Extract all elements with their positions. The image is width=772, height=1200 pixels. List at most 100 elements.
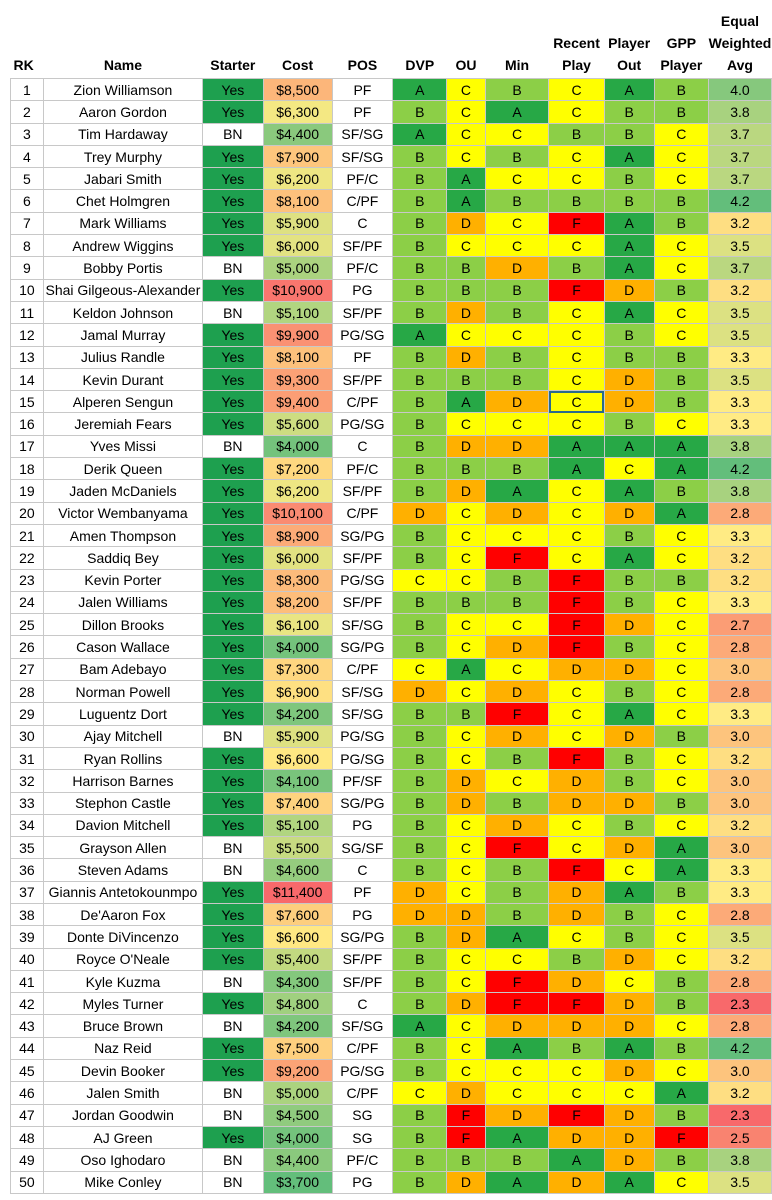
cell-gpp-player[interactable]: B [653, 100, 709, 124]
cell-starter[interactable]: BN [202, 969, 264, 994]
cell-name[interactable]: Royce O'Neale [42, 947, 204, 971]
cell-avg[interactable]: 3.2 [707, 746, 772, 771]
cell-player-out[interactable]: C [603, 457, 655, 481]
cell-cost[interactable]: $4,200 [262, 1014, 333, 1038]
header-dvp[interactable]: DVP [392, 10, 447, 79]
cell-recent-play[interactable]: B [548, 122, 605, 146]
cell-gpp-player[interactable]: B [653, 189, 709, 213]
cell-starter[interactable]: BN [202, 724, 264, 748]
cell-recent-play[interactable]: F [548, 613, 605, 637]
cell-player-out[interactable]: B [603, 813, 655, 838]
cell-min[interactable]: C [484, 412, 550, 436]
cell-rk[interactable]: 28 [10, 680, 44, 704]
cell-avg[interactable]: 3.7 [707, 256, 772, 280]
cell-player-out[interactable]: C [603, 969, 655, 994]
cell-dvp[interactable]: A [392, 77, 448, 102]
cell-pos[interactable]: SF/SG [331, 702, 394, 726]
cell-gpp-player[interactable]: B [653, 880, 709, 904]
cell-cost[interactable]: $4,000 [262, 635, 333, 659]
cell-pos[interactable]: PF [331, 77, 394, 102]
cell-min[interactable]: B [484, 1148, 550, 1172]
cell-name[interactable]: Jalen Williams [42, 590, 204, 615]
cell-cost[interactable]: $5,100 [262, 300, 333, 325]
cell-rk[interactable]: 8 [10, 234, 44, 258]
header-cost[interactable]: Cost [263, 10, 333, 79]
cell-avg[interactable]: 3.5 [707, 367, 772, 392]
cell-ou[interactable]: D [446, 1170, 486, 1194]
cell-name[interactable]: Grayson Allen [42, 836, 204, 860]
cell-avg[interactable]: 3.0 [707, 836, 772, 860]
cell-dvp[interactable]: B [392, 836, 448, 860]
cell-cost[interactable]: $4,600 [262, 858, 333, 882]
cell-starter[interactable]: Yes [202, 680, 264, 704]
cell-ou[interactable]: C [446, 947, 486, 971]
cell-recent-play[interactable]: C [548, 412, 605, 436]
cell-pos[interactable]: C/PF [331, 1081, 394, 1105]
cell-ou[interactable]: D [446, 992, 486, 1016]
cell-recent-play[interactable]: D [548, 1125, 605, 1150]
cell-pos[interactable]: SF/PF [331, 947, 394, 971]
cell-recent-play[interactable]: F [548, 1103, 605, 1127]
cell-gpp-player[interactable]: B [653, 1103, 709, 1127]
cell-rk[interactable]: 30 [10, 724, 44, 748]
cell-dvp[interactable]: B [392, 1125, 448, 1150]
cell-avg[interactable]: 3.2 [707, 813, 772, 838]
cell-player-out[interactable]: B [603, 122, 655, 146]
cell-dvp[interactable]: D [392, 501, 448, 525]
cell-dvp[interactable]: B [392, 412, 448, 436]
cell-avg[interactable]: 3.2 [707, 1081, 772, 1105]
cell-min[interactable]: D [484, 1103, 550, 1127]
cell-ou[interactable]: D [446, 925, 486, 949]
cell-name[interactable]: Trey Murphy [42, 144, 204, 169]
cell-pos[interactable]: C [331, 992, 394, 1016]
cell-name[interactable]: Victor Wembanyama [42, 501, 204, 525]
cell-starter[interactable]: Yes [202, 523, 264, 548]
cell-starter[interactable]: Yes [202, 1036, 264, 1061]
cell-rk[interactable]: 35 [10, 836, 44, 860]
cell-player-out[interactable]: B [603, 902, 655, 927]
cell-ou[interactable]: A [446, 167, 486, 191]
cell-avg[interactable]: 2.3 [707, 992, 772, 1016]
cell-ou[interactable]: C [446, 613, 486, 637]
cell-rk[interactable]: 20 [10, 501, 44, 525]
cell-cost[interactable]: $4,000 [262, 1125, 333, 1150]
cell-ou[interactable]: D [446, 769, 486, 793]
cell-cost[interactable]: $8,100 [262, 345, 333, 369]
cell-recent-play[interactable]: D [548, 791, 605, 815]
cell-gpp-player[interactable]: B [653, 278, 709, 302]
cell-cost[interactable]: $4,500 [262, 1103, 333, 1127]
cell-pos[interactable]: SG/SF [331, 836, 394, 860]
cell-pos[interactable]: PG/SG [331, 568, 394, 592]
cell-min[interactable]: C [484, 523, 550, 548]
cell-cost[interactable]: $6,600 [262, 925, 333, 949]
cell-starter[interactable]: BN [202, 836, 264, 860]
cell-pos[interactable]: PG/SG [331, 1059, 394, 1083]
cell-pos[interactable]: SF/PF [331, 234, 394, 258]
cell-cost[interactable]: $8,300 [262, 568, 333, 592]
cell-pos[interactable]: SG [331, 1125, 394, 1150]
cell-min[interactable]: B [484, 189, 550, 213]
cell-starter[interactable]: BN [202, 122, 264, 146]
cell-min[interactable]: B [484, 367, 550, 392]
cell-min[interactable]: D [484, 501, 550, 525]
cell-cost[interactable]: $11,400 [262, 880, 333, 904]
cell-gpp-player[interactable]: C [653, 300, 709, 325]
cell-gpp-player[interactable]: C [653, 256, 709, 280]
cell-pos[interactable]: PG/SG [331, 412, 394, 436]
cell-avg[interactable]: 3.0 [707, 724, 772, 748]
cell-name[interactable]: Amen Thompson [42, 523, 204, 548]
cell-pos[interactable]: PG [331, 902, 394, 927]
cell-name[interactable]: Andrew Wiggins [42, 234, 204, 258]
cell-pos[interactable]: SG/PG [331, 523, 394, 548]
cell-min[interactable]: F [484, 546, 550, 570]
cell-avg[interactable]: 2.8 [707, 680, 772, 704]
cell-rk[interactable]: 5 [10, 167, 44, 191]
cell-starter[interactable]: BN [202, 858, 264, 882]
cell-dvp[interactable]: B [392, 635, 448, 659]
cell-ou[interactable]: B [446, 256, 486, 280]
cell-name[interactable]: Derik Queen [42, 457, 204, 481]
cell-recent-play[interactable]: C [548, 77, 605, 102]
cell-min[interactable]: A [484, 1036, 550, 1061]
cell-dvp[interactable]: B [392, 1170, 448, 1194]
cell-starter[interactable]: Yes [202, 345, 264, 369]
